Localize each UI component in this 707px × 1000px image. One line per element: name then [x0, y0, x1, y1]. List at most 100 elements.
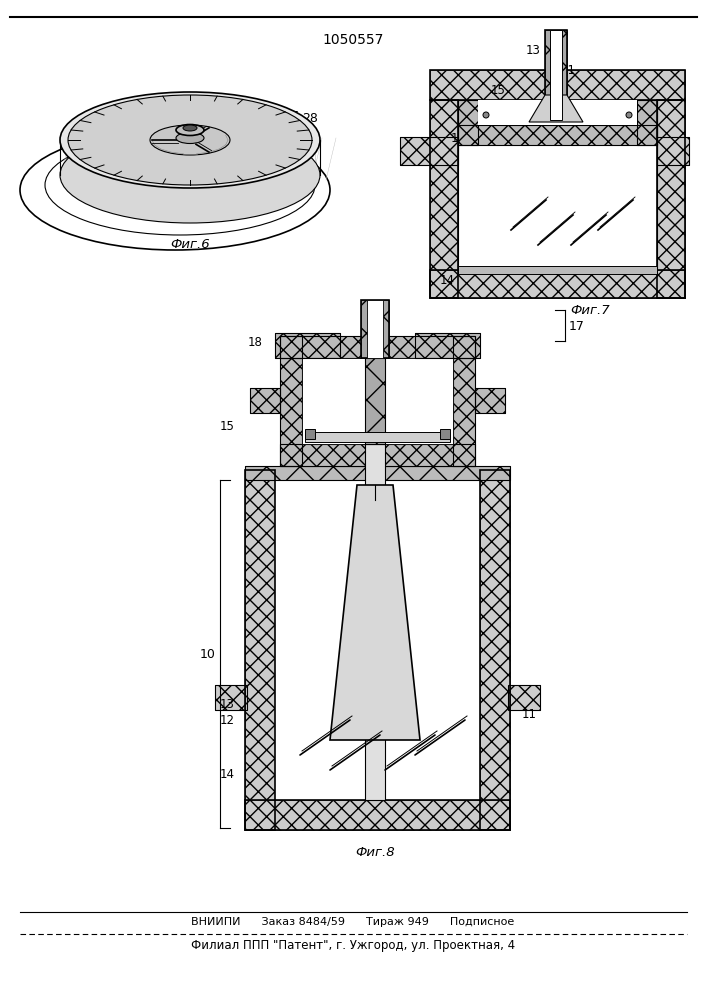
Bar	[510, 685, 540, 710]
Text: 12: 12	[220, 714, 235, 726]
Bar	[280, 444, 475, 466]
Bar	[430, 70, 685, 100]
Text: 13: 13	[220, 698, 235, 712]
Bar	[250, 388, 280, 413]
Text: 10: 10	[200, 648, 216, 660]
Bar	[361, 300, 389, 358]
Bar	[305, 432, 450, 442]
Text: 17: 17	[569, 320, 585, 332]
Bar	[458, 100, 657, 270]
Text: Фиг.8: Фиг.8	[355, 846, 395, 858]
Text: 13: 13	[525, 43, 540, 56]
Polygon shape	[529, 95, 583, 122]
Bar	[657, 100, 685, 298]
Bar	[215, 685, 245, 710]
Text: 5: 5	[106, 194, 114, 207]
Bar	[453, 336, 475, 466]
Bar	[280, 444, 475, 466]
Ellipse shape	[183, 125, 197, 131]
Bar	[478, 100, 637, 125]
Bar	[458, 125, 657, 145]
Bar	[475, 388, 505, 413]
Bar	[400, 137, 458, 165]
Bar	[657, 100, 685, 298]
Bar	[430, 100, 458, 298]
Bar	[430, 70, 685, 100]
Ellipse shape	[60, 92, 320, 188]
Ellipse shape	[150, 125, 230, 155]
Bar	[245, 470, 275, 830]
Bar	[458, 100, 478, 145]
Bar	[245, 800, 510, 830]
Text: 34: 34	[192, 212, 208, 225]
Ellipse shape	[60, 127, 320, 223]
Text: 12: 12	[450, 131, 465, 144]
Text: 33: 33	[202, 117, 218, 130]
Bar	[480, 470, 510, 830]
Bar	[365, 444, 385, 800]
Bar	[367, 300, 383, 358]
Bar	[280, 336, 302, 466]
Bar	[305, 429, 315, 439]
Bar	[275, 333, 340, 358]
Text: 27: 27	[283, 110, 299, 123]
Polygon shape	[330, 485, 420, 740]
Bar	[400, 137, 458, 165]
Bar	[280, 336, 302, 466]
Ellipse shape	[626, 112, 632, 118]
Text: ВНИИПИ      Заказ 8484/59      Тираж 949      Подписное: ВНИИПИ Заказ 8484/59 Тираж 949 Подписное	[192, 917, 515, 927]
Bar	[475, 388, 505, 413]
Bar	[550, 30, 562, 120]
Bar	[245, 800, 510, 830]
Bar	[302, 358, 453, 444]
Ellipse shape	[176, 132, 204, 143]
Bar	[245, 466, 510, 480]
Bar	[657, 137, 689, 165]
Bar	[415, 333, 480, 358]
Bar	[365, 358, 385, 444]
Bar	[440, 429, 450, 439]
Text: Фиг.7: Фиг.7	[570, 304, 610, 316]
Text: 1050557: 1050557	[322, 33, 384, 47]
Text: 11: 11	[561, 64, 575, 77]
Bar	[480, 470, 510, 830]
Bar	[637, 100, 657, 145]
Bar	[275, 468, 480, 800]
Bar	[280, 336, 475, 358]
Bar	[245, 470, 275, 830]
Text: 14: 14	[440, 273, 455, 286]
Bar	[458, 266, 657, 274]
Bar	[545, 30, 567, 120]
Bar	[430, 100, 458, 298]
Text: 15: 15	[491, 84, 506, 97]
Bar	[245, 466, 510, 480]
Text: 32: 32	[260, 108, 276, 121]
Bar	[280, 336, 475, 358]
Bar	[458, 100, 478, 145]
Text: 11: 11	[522, 708, 537, 722]
Bar	[453, 336, 475, 466]
Bar	[415, 333, 480, 358]
Text: 16: 16	[544, 53, 559, 66]
Bar	[657, 137, 689, 165]
Bar	[215, 685, 247, 710]
Ellipse shape	[176, 124, 204, 135]
Bar	[430, 270, 685, 298]
Bar	[361, 300, 389, 358]
Ellipse shape	[68, 95, 312, 185]
Bar	[508, 685, 540, 710]
Text: 14: 14	[220, 768, 235, 782]
Text: 31: 31	[97, 135, 113, 148]
Text: 28: 28	[302, 112, 318, 125]
Bar	[430, 270, 685, 298]
Text: Филиал ППП "Патент", г. Ужгород, ул. Проектная, 4: Филиал ППП "Патент", г. Ужгород, ул. Про…	[191, 940, 515, 952]
Bar	[545, 30, 567, 120]
Text: Фиг.6: Фиг.6	[170, 238, 210, 251]
Bar	[637, 100, 657, 145]
Bar	[458, 125, 657, 145]
Bar	[275, 333, 340, 358]
Bar	[365, 358, 385, 444]
Bar	[250, 388, 280, 413]
Text: 18: 18	[247, 336, 262, 349]
Text: 15: 15	[220, 420, 235, 432]
